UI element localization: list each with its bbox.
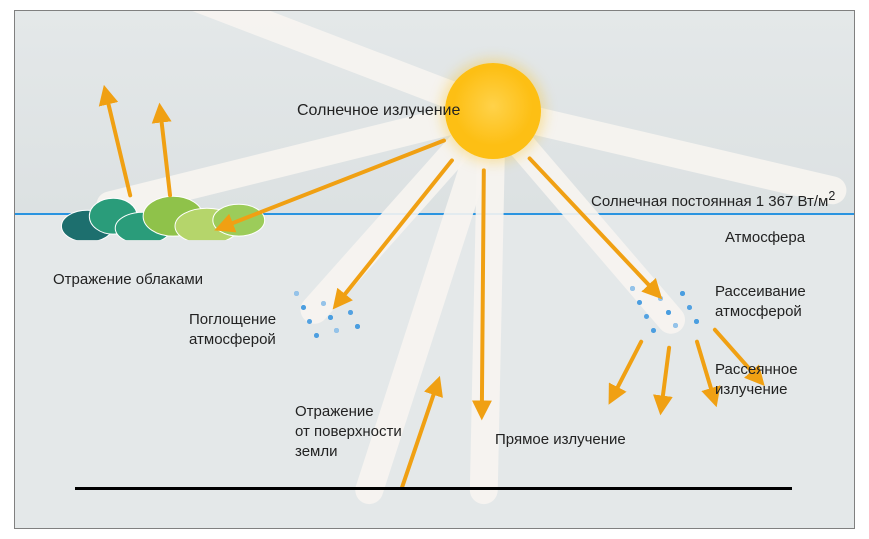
ground-line — [75, 487, 792, 490]
scatter-cloud — [621, 281, 715, 343]
label-diffuse-l2: излучение — [715, 381, 788, 400]
arrow-scatter-d1 — [611, 342, 641, 400]
absorption-cloud — [285, 286, 375, 348]
label-direct-radiation: Прямое излучение — [495, 431, 626, 450]
label-diffuse-l1: Рассеянное — [715, 361, 798, 380]
label-scatter-l2: атмосферой — [715, 303, 802, 322]
label-scatter-l1: Рассеивание — [715, 283, 806, 302]
atmosphere-boundary-line — [15, 213, 854, 215]
label-absorption-l1: Поглощение — [189, 311, 276, 330]
label-ground-reflection-l3: земли — [295, 443, 338, 462]
label-solar-radiation: Солнечное излучение — [297, 101, 460, 121]
label-ground-reflection-l2: от поверхности — [295, 423, 402, 442]
label-ground-reflection-l1: Отражение — [295, 403, 374, 422]
label-solar-constant: Солнечная постоянная 1 367 Вт/м2 — [591, 189, 835, 212]
diagram-canvas: Солнечное излучение Солнечная постоянная… — [14, 10, 855, 529]
label-atmosphere: Атмосфера — [725, 229, 805, 248]
label-cloud-reflection: Отражение облаками — [53, 271, 203, 290]
arrow-scatter-d2 — [661, 348, 669, 410]
arrow-scatter-d3 — [697, 342, 715, 402]
label-absorption-l2: атмосферой — [189, 331, 276, 350]
arrow-reflect-ground-up — [402, 382, 438, 488]
